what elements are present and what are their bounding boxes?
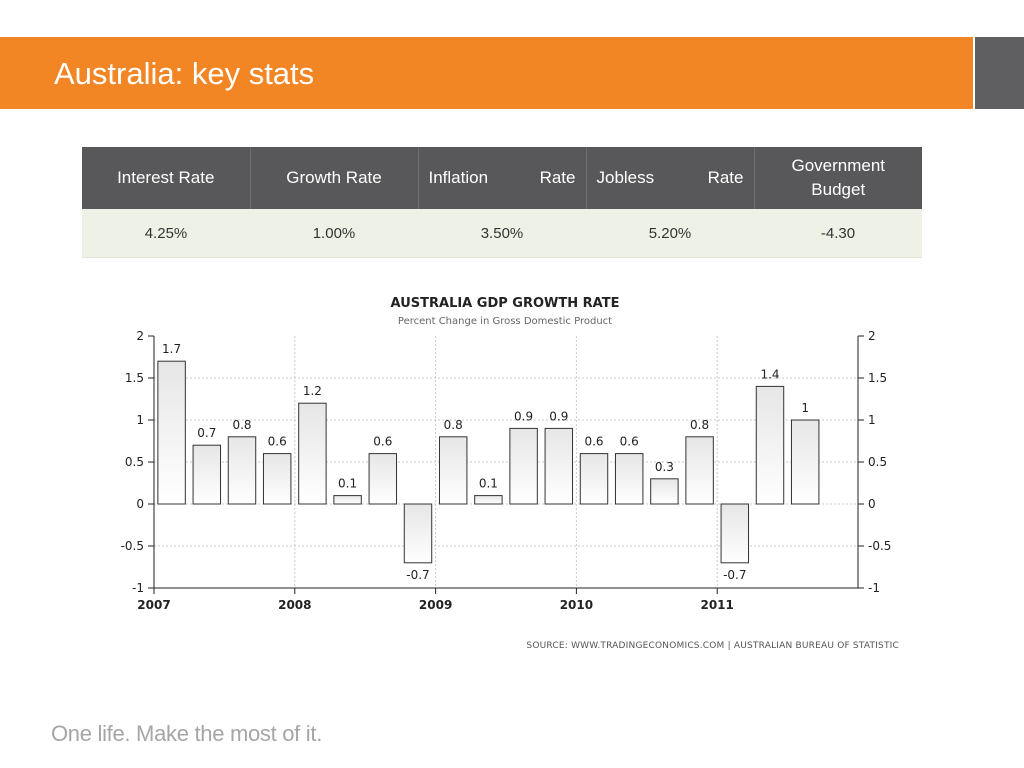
header-growth-rate: Growth Rate: [250, 147, 419, 209]
value-jobless-rate: 5.20%: [586, 209, 754, 258]
slide-title: Australia: key stats: [54, 56, 315, 91]
bar-value-label: 0.3: [655, 460, 674, 474]
y-tick-label-right: 0.5: [868, 455, 887, 469]
bar: [262, 453, 292, 505]
bar-value-label: 0.6: [268, 435, 287, 449]
gdp-growth-chart: AUSTRALIA GDP GROWTH RATE Percent Change…: [121, 296, 899, 651]
y-tick-label-left: 1: [136, 413, 144, 427]
bar-value-label: 1: [801, 401, 809, 415]
header-interest-rate: Interest Rate: [82, 147, 251, 209]
header-label-line2: Budget: [811, 180, 866, 199]
chart-value-labels: 1.7 0.7 0.8 0.6 1.2 0.1 0.6 -0.7 0.8 0.1 0.9 0.9 0.6…: [162, 342, 809, 582]
y-tick-label-left: 0: [136, 497, 144, 511]
bar: [509, 427, 538, 505]
y-tick-label-left: 1.5: [125, 371, 144, 385]
table-row: 4.25% 1.00% 3.50% 5.20% -4.30: [82, 209, 922, 258]
bar: [157, 360, 186, 505]
value-inflation-rate: 3.50%: [418, 209, 586, 258]
x-tick-label: 2009: [419, 598, 452, 612]
x-tick-label: 2011: [700, 598, 733, 612]
bar-value-label: 0.6: [373, 435, 392, 449]
bar-value-label: 0.7: [197, 426, 216, 440]
bar: [368, 453, 398, 505]
chart-title: AUSTRALIA GDP GROWTH RATE: [391, 296, 620, 311]
header-label-left: Jobless: [596, 168, 655, 187]
bar: [720, 503, 750, 564]
bar-value-label: 0.1: [479, 477, 498, 491]
header-label: Interest Rate: [117, 168, 215, 187]
bar-value-label: 0.6: [620, 435, 639, 449]
value-interest-rate: 4.25%: [82, 209, 250, 258]
bar: [298, 402, 327, 505]
x-tick-label: 2008: [278, 598, 311, 612]
bar-value-label: -0.7: [406, 568, 429, 582]
bar-value-label: 0.8: [444, 418, 463, 432]
chart-subtitle: Percent Change in Gross Domestic Product: [398, 316, 612, 327]
chart-axes: 2 2 1.5 1.5 1 1 0.5 0.5 0 0 -0.5 -0.5 -1 -1 2007 2008 20…: [121, 329, 892, 612]
bar: [403, 503, 433, 564]
value-government-budget: -4.30: [754, 209, 922, 258]
header-label-right: Rate: [707, 168, 744, 187]
slogan-text: One life. Make the most of it.: [51, 721, 323, 746]
header-label-line1: Government: [791, 156, 886, 175]
x-tick-label: 2007: [137, 598, 170, 612]
bar: [614, 453, 644, 505]
header-label-right: Rate: [539, 168, 576, 187]
bar: [544, 427, 574, 505]
bar: [227, 436, 257, 505]
y-tick-label-left: -0.5: [121, 539, 144, 553]
bar-value-label: -0.7: [723, 568, 746, 582]
bar: [192, 444, 222, 505]
bar-value-label: 1.4: [760, 367, 779, 381]
y-tick-label-right: 0: [868, 497, 876, 511]
chart-source: SOURCE: WWW.TRADINGECONOMICS.COM | AUSTR…: [526, 641, 899, 651]
bar-value-label: 0.9: [549, 409, 568, 423]
bar: [650, 478, 679, 505]
bar: [333, 495, 362, 505]
bar-value-label: 0.9: [514, 409, 533, 423]
bar-value-label: 1.7: [162, 342, 181, 356]
y-tick-label-right: -1: [868, 581, 880, 595]
y-tick-label-left: 0.5: [125, 455, 144, 469]
y-tick-label-right: 1: [868, 413, 876, 427]
value-growth-rate: 1.00%: [250, 209, 418, 258]
bar-value-label: 0.1: [338, 477, 357, 491]
y-tick-label-right: 2: [868, 329, 876, 343]
bar: [438, 436, 468, 505]
title-bar: Australia: key stats: [0, 37, 973, 109]
bar: [685, 436, 714, 505]
header-government-budget: Government Budget: [754, 147, 922, 209]
key-stats-table: Interest Rate Growth Rate Inflation Rate …: [82, 147, 922, 258]
x-tick-label: 2010: [560, 598, 593, 612]
header-label: Growth Rate: [286, 168, 382, 187]
bar-value-label: 0.8: [232, 418, 251, 432]
table-header-row: Interest Rate Growth Rate Inflation Rate …: [82, 147, 922, 209]
bar-value-label: 0.6: [584, 435, 603, 449]
bar: [579, 453, 609, 505]
bar: [474, 495, 503, 505]
bar: [755, 385, 785, 505]
bar: [790, 419, 820, 505]
header-inflation-rate: Inflation Rate: [418, 147, 587, 209]
y-tick-label-left: -1: [132, 581, 144, 595]
chart-bars: [157, 360, 820, 564]
title-accent-block: [975, 37, 1024, 109]
header-jobless-rate: Jobless Rate: [586, 147, 755, 209]
y-tick-label-left: 2: [136, 329, 144, 343]
bar-value-label: 0.8: [690, 418, 709, 432]
header-label-left: Inflation: [428, 168, 489, 187]
bar-value-label: 1.2: [303, 384, 322, 398]
y-tick-label-right: 1.5: [868, 371, 887, 385]
chart-grid: [154, 336, 858, 588]
y-tick-label-right: -0.5: [868, 539, 891, 553]
